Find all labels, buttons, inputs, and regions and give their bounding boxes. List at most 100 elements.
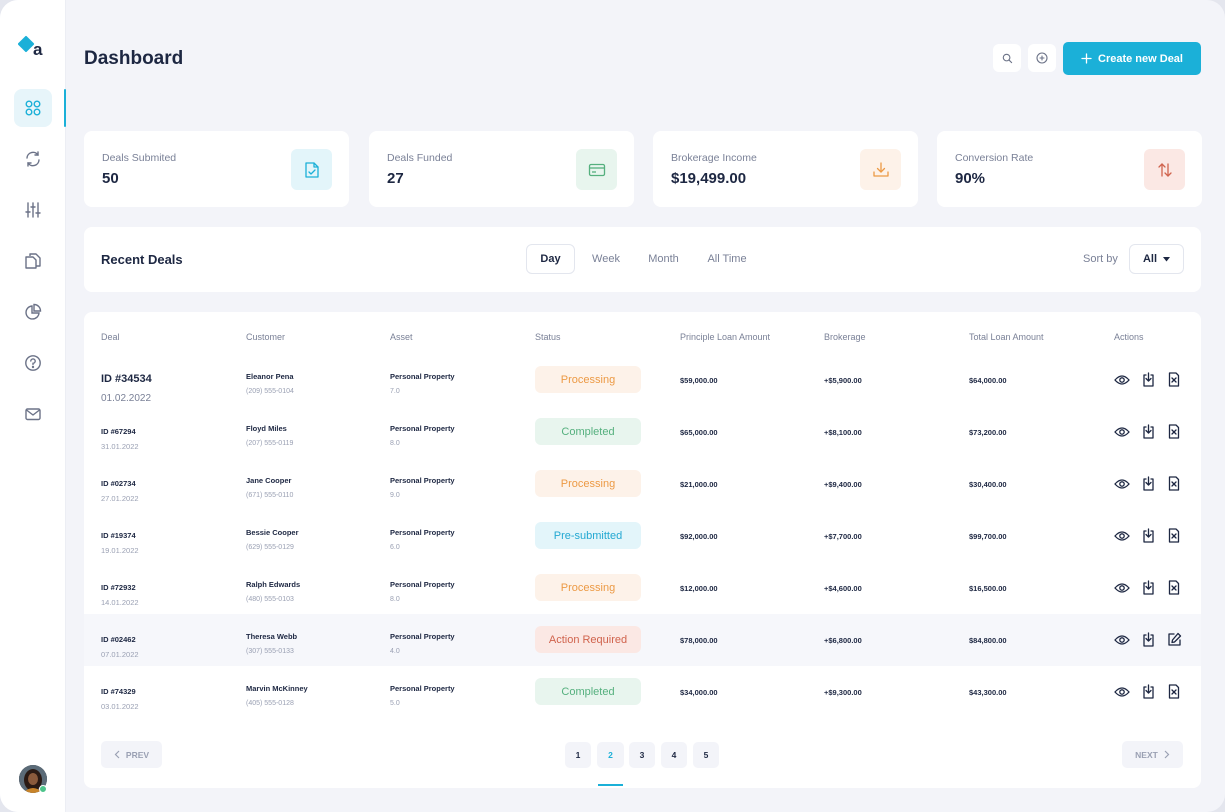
deal-date: 03.01.2022: [101, 702, 139, 711]
stat-card-deals-submitted: Deals Submited 50: [84, 131, 349, 207]
table-row[interactable]: ID #67294 31.01.2022 Floyd Miles (207) 555-…: [84, 406, 1201, 458]
view-button[interactable]: [1113, 631, 1131, 649]
mail-icon: [25, 408, 41, 421]
deal-id[interactable]: ID #34534: [101, 373, 152, 385]
asset-score: 6.0: [390, 544, 400, 551]
download-button[interactable]: [1139, 578, 1157, 596]
search-button[interactable]: [993, 44, 1021, 72]
nav-dashboard[interactable]: [14, 89, 52, 127]
page-button-5[interactable]: 5: [693, 742, 719, 768]
app-logo[interactable]: a: [17, 32, 50, 60]
nav-reports[interactable]: [14, 293, 52, 331]
table-row[interactable]: ID #02734 27.01.2022 Jane Cooper (671) 555-…: [84, 458, 1201, 510]
next-label: NEXT: [1135, 749, 1158, 760]
deal-id[interactable]: ID #02734: [101, 479, 136, 488]
sort-select[interactable]: All: [1129, 244, 1184, 274]
tab-month[interactable]: Month: [648, 253, 679, 265]
delete-button[interactable]: [1165, 526, 1183, 544]
delete-button[interactable]: [1165, 422, 1183, 440]
avatar[interactable]: [19, 765, 47, 793]
tab-day[interactable]: Day: [526, 244, 575, 274]
deal-id[interactable]: ID #02462: [101, 635, 136, 644]
download-button[interactable]: [1139, 682, 1157, 700]
download-button[interactable]: [1139, 370, 1157, 388]
page-button-1[interactable]: 1: [565, 742, 591, 768]
create-deal-label: Create new Deal: [1098, 52, 1183, 65]
deal-date: 07.01.2022: [101, 650, 139, 659]
asset-score: 5.0: [390, 700, 400, 707]
download-button[interactable]: [1139, 630, 1157, 648]
search-icon: [1002, 53, 1012, 63]
online-status-dot: [39, 785, 47, 793]
nav-help[interactable]: [14, 344, 52, 382]
tab-week[interactable]: Week: [592, 253, 620, 265]
page-button-4[interactable]: 4: [661, 742, 687, 768]
view-button[interactable]: [1113, 475, 1131, 493]
add-circle-icon: [1036, 52, 1048, 64]
total-amount: $64,000.00: [969, 376, 1007, 385]
table-row[interactable]: ID #74329 03.01.2022 Marvin McKinney (405) …: [84, 666, 1201, 718]
delete-button[interactable]: [1165, 578, 1183, 596]
asset-name: Personal Property: [390, 632, 455, 641]
view-button[interactable]: [1113, 423, 1131, 441]
delete-file-icon: [1168, 475, 1180, 491]
page-button-2[interactable]: 2: [597, 742, 624, 768]
column-header-actions: Actions: [1114, 332, 1144, 342]
view-button[interactable]: [1113, 371, 1131, 389]
download-button[interactable]: [1139, 474, 1157, 492]
table-row[interactable]: ID #34534 01.02.2022 Eleanor Pena (209) 555…: [84, 354, 1201, 406]
nav-messages[interactable]: [14, 395, 52, 433]
delete-file-icon: [1168, 423, 1180, 439]
add-button[interactable]: [1028, 44, 1056, 72]
tab-all-time[interactable]: All Time: [707, 253, 747, 265]
delete-file-icon: [1168, 683, 1180, 699]
stat-card-brokerage-income: Brokerage Income $19,499.00: [653, 131, 918, 207]
view-button[interactable]: [1113, 683, 1131, 701]
page-button-3[interactable]: 3: [629, 742, 655, 768]
delete-button[interactable]: [1165, 370, 1183, 388]
nav-sync[interactable]: [14, 140, 52, 178]
deal-id[interactable]: ID #74329: [101, 687, 136, 696]
stat-label: Deals Funded: [387, 152, 453, 164]
asset-name: Personal Property: [390, 528, 455, 537]
column-header-brokerage: Brokerage: [824, 332, 866, 342]
delete-button[interactable]: [1165, 682, 1183, 700]
edit-button[interactable]: [1165, 630, 1183, 648]
recent-deals-title: Recent Deals: [101, 252, 183, 267]
caret-down-icon: [1163, 256, 1171, 261]
table-row[interactable]: ID #72932 14.01.2022 Ralph Edwards (480) 55…: [84, 562, 1201, 614]
deal-id[interactable]: ID #19374: [101, 531, 136, 540]
brokerage-amount: +$5,900.00: [824, 376, 862, 385]
status-badge: Processing: [535, 574, 641, 601]
stat-icon-box: [576, 149, 617, 190]
table-row[interactable]: ID #19374 19.01.2022 Bessie Cooper (629) 55…: [84, 510, 1201, 562]
total-amount: $16,500.00: [969, 584, 1007, 593]
prev-page-button[interactable]: PREV: [101, 741, 162, 768]
customer-phone: (405) 555-0128: [246, 700, 294, 707]
delete-button[interactable]: [1165, 474, 1183, 492]
asset-name: Personal Property: [390, 684, 455, 693]
view-button[interactable]: [1113, 579, 1131, 597]
nav-documents[interactable]: [14, 242, 52, 280]
user-avatar-icon: [19, 765, 47, 793]
deal-id[interactable]: ID #72932: [101, 583, 136, 592]
table-row[interactable]: ID #02462 07.01.2022 Theresa Webb (307) 555…: [84, 614, 1201, 666]
nav-filters[interactable]: [14, 191, 52, 229]
create-deal-button[interactable]: Create new Deal: [1063, 42, 1201, 75]
active-nav-indicator: [64, 89, 66, 127]
deal-date: 01.02.2022: [101, 393, 152, 404]
stat-icon-box: [291, 149, 332, 190]
brokerage-amount: +$9,400.00: [824, 480, 862, 489]
column-header-total: Total Loan Amount: [969, 332, 1044, 342]
download-button[interactable]: [1139, 526, 1157, 544]
eye-icon: [1114, 479, 1130, 489]
asset-score: 4.0: [390, 648, 400, 655]
plus-icon: [1081, 53, 1092, 64]
view-button[interactable]: [1113, 527, 1131, 545]
deal-id[interactable]: ID #67294: [101, 427, 136, 436]
next-page-button[interactable]: NEXT: [1122, 741, 1183, 768]
download-button[interactable]: [1139, 422, 1157, 440]
download-file-icon: [1142, 579, 1154, 595]
page-title: Dashboard: [84, 48, 184, 69]
download-file-icon: [1142, 423, 1154, 439]
